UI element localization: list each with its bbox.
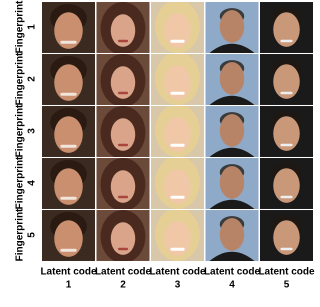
face-image (97, 106, 150, 159)
face-image (97, 210, 150, 263)
face-image (260, 2, 313, 53)
face-image (260, 158, 313, 209)
face-image (206, 54, 259, 105)
figure: Fingerprint 1 Fingerprint 2 Fingerprint … (0, 0, 318, 307)
face-image (42, 54, 95, 105)
column-number: 4 (229, 280, 235, 291)
face-image (260, 210, 313, 261)
face-image (206, 2, 259, 53)
face-image (151, 104, 204, 157)
column-labels: Latent code 1 Latent code 2 Latent code … (40, 267, 315, 291)
face-image (151, 0, 204, 53)
face-image (151, 156, 204, 209)
row-label: Fingerprint (15, 52, 26, 105)
face-image (97, 158, 150, 211)
column-label: Latent code (40, 267, 97, 278)
face-image (151, 52, 204, 105)
row-number: 1 (27, 24, 38, 30)
image-grid (42, 0, 313, 263)
column-label: Latent code (149, 267, 206, 278)
face-image (42, 106, 95, 157)
column-label: Latent code (95, 267, 152, 278)
face-image (206, 210, 259, 261)
column-number: 5 (284, 280, 290, 291)
row-number: 5 (27, 232, 38, 238)
face-image (260, 54, 313, 105)
row-labels: Fingerprint 1 Fingerprint 2 Fingerprint … (15, 0, 38, 261)
column-label: Latent code (258, 267, 315, 278)
face-image (42, 210, 95, 261)
face-image (97, 2, 150, 55)
row-label: Fingerprint (15, 0, 26, 53)
column-number: 2 (120, 280, 126, 291)
face-image (206, 106, 259, 157)
column-label: Latent code (204, 267, 261, 278)
column-number: 1 (66, 280, 72, 291)
row-label: Fingerprint (15, 208, 26, 261)
row-number: 3 (27, 128, 38, 134)
row-number: 2 (27, 76, 38, 82)
face-image (151, 208, 204, 261)
face-image (42, 2, 95, 53)
face-image (42, 158, 95, 209)
face-image (206, 158, 259, 209)
face-image (97, 54, 150, 107)
column-number: 3 (175, 280, 181, 291)
row-number: 4 (27, 180, 38, 186)
row-label: Fingerprint (15, 156, 26, 209)
face-image (260, 106, 313, 157)
row-label: Fingerprint (15, 104, 26, 157)
